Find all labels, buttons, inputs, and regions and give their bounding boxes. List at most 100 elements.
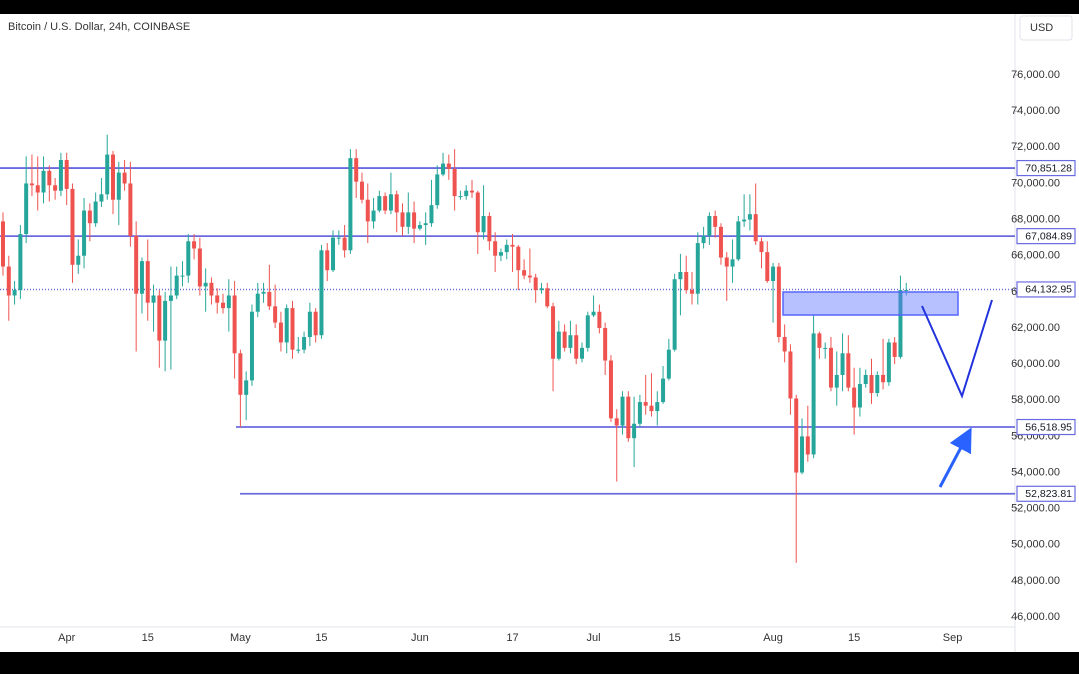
candle-body	[197, 248, 202, 287]
candle-body	[724, 257, 729, 267]
candle-body	[1, 221, 5, 267]
candle-body	[47, 170, 52, 186]
candle-body	[331, 237, 336, 271]
candle-body	[684, 271, 689, 291]
x-tick-label: Jul	[587, 632, 601, 644]
candle-body	[365, 199, 370, 222]
level-label-box	[1016, 485, 1076, 502]
candle-body	[666, 349, 671, 379]
candle-body	[533, 277, 538, 291]
candle-body	[180, 275, 185, 277]
candle-body	[469, 190, 474, 193]
candle-body	[354, 158, 359, 182]
candle-body	[614, 418, 619, 426]
candle-body	[753, 214, 758, 242]
candle-body	[388, 194, 393, 211]
candle-body	[498, 252, 503, 256]
candle-body	[464, 190, 469, 197]
candle-body	[215, 295, 220, 303]
x-tick-label: 17	[506, 632, 518, 644]
level-label-box	[1016, 228, 1076, 245]
candle-body	[359, 181, 364, 200]
candle-body	[516, 246, 521, 271]
candle-body	[76, 255, 81, 265]
candle-body	[834, 374, 839, 388]
candle-body	[585, 315, 590, 348]
candle-body	[238, 353, 243, 395]
candle-body	[522, 270, 527, 276]
candle-body	[863, 374, 868, 385]
candle-body	[869, 374, 874, 394]
candle-body	[371, 210, 376, 222]
candle-body	[632, 423, 637, 439]
candle-body	[580, 347, 584, 359]
candle-body	[58, 159, 63, 191]
candle-body	[551, 306, 556, 359]
candle-body	[487, 215, 492, 242]
candle-body	[122, 172, 127, 184]
candle-body	[134, 235, 139, 294]
plot-area	[0, 134, 1015, 563]
candle-body	[545, 288, 550, 307]
candle-body	[846, 353, 851, 388]
candle-body	[643, 402, 648, 406]
candle-body	[898, 290, 903, 357]
candle-body	[475, 192, 480, 233]
candle-body	[493, 241, 498, 256]
candle-body	[441, 163, 446, 175]
candle-body	[759, 241, 764, 253]
y-tick-label: 50,000.00	[1011, 539, 1060, 551]
currency-box[interactable]	[1019, 15, 1073, 41]
candle-body	[417, 225, 422, 229]
y-tick-label: 70,000.00	[1011, 177, 1060, 189]
candle-body	[782, 337, 787, 352]
candle-body	[93, 201, 98, 224]
candle-body	[800, 436, 805, 473]
candle-body	[273, 306, 278, 323]
candle-body	[157, 295, 162, 341]
x-tick-label: May	[230, 632, 251, 644]
y-tick-label: 52,000.00	[1011, 503, 1060, 515]
level-label-box	[1016, 418, 1076, 436]
candle-body	[145, 261, 150, 303]
candle-body	[661, 378, 666, 403]
candle-body	[226, 295, 231, 309]
candle-body	[690, 290, 695, 294]
y-tick-label: 46,000.00	[1011, 611, 1060, 623]
level-label: 56,518.95	[1025, 421, 1072, 433]
candle-body	[597, 311, 602, 328]
level-label-box	[1016, 281, 1076, 298]
candle-body	[221, 302, 226, 309]
candle-body	[481, 215, 486, 233]
candle-body	[192, 241, 197, 249]
candle-body	[840, 353, 845, 375]
x-tick-label: 15	[315, 632, 327, 644]
candle-body	[446, 163, 451, 170]
candle-body	[881, 374, 886, 383]
candle-body	[805, 436, 810, 455]
candle-body	[394, 194, 399, 213]
chart-title: Bitcoin / U.S. Dollar, 24h, COINBASE	[8, 21, 190, 33]
level-label: 64,132.95	[1025, 284, 1072, 296]
level-label: 67,084.89	[1025, 230, 1072, 242]
candle-body	[313, 311, 318, 336]
candle-body	[718, 226, 723, 258]
bottom-bar	[0, 652, 1079, 669]
candle-body	[151, 295, 156, 303]
currency-label: USD	[1030, 22, 1053, 34]
candle-body	[35, 185, 40, 193]
candle-body	[163, 300, 168, 341]
projection-path	[921, 299, 993, 399]
candle-body	[828, 347, 833, 388]
candle-body	[556, 331, 561, 359]
candle-body	[383, 196, 388, 211]
candle-body	[452, 169, 457, 197]
candle-body	[811, 333, 816, 455]
candle-body	[655, 402, 660, 412]
candle-body	[412, 212, 417, 229]
candle-body	[336, 237, 341, 239]
candle-body	[255, 293, 260, 312]
x-tick-label: 15	[142, 632, 154, 644]
